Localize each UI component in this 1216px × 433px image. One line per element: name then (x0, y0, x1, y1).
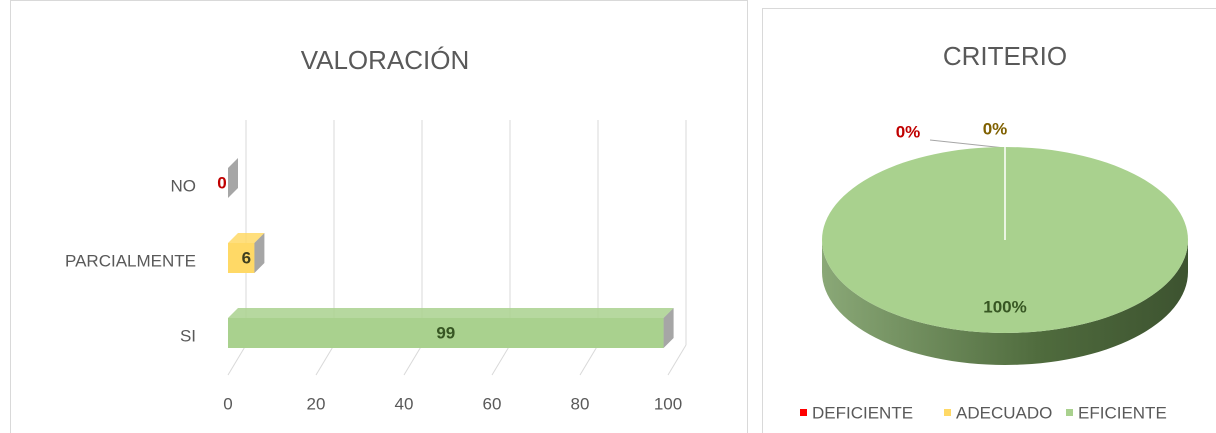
bar-face (254, 233, 265, 273)
x-tick-label: 60 (483, 394, 502, 413)
legend-marker (944, 409, 951, 416)
legend-label: EFICIENTE (1078, 403, 1167, 422)
chart-title: CRITERIO (943, 41, 1067, 71)
bar-panel (10, 0, 748, 433)
grid-floor-line (491, 344, 511, 376)
data-label: 99 (436, 323, 455, 342)
x-tick-label: 0 (223, 394, 232, 413)
bar (228, 233, 265, 273)
bar-face (228, 233, 265, 243)
legend-label: DEFICIENTE (812, 403, 913, 422)
x-tick-label: 100 (654, 394, 682, 413)
leader-line (929, 139, 1006, 149)
grid-floor-line (227, 344, 247, 376)
y-tick-label: SI (180, 326, 196, 345)
legend-marker (1066, 409, 1073, 416)
grid-floor-line (403, 344, 423, 376)
legend-label: ADECUADO (956, 403, 1052, 422)
data-label: 0% (983, 119, 1008, 138)
bar-face (228, 158, 238, 198)
bar-face (228, 243, 255, 273)
data-label: 0 (217, 173, 226, 192)
data-label: 0% (896, 122, 921, 141)
legend-marker (800, 409, 807, 416)
bar (228, 158, 238, 198)
grid-floor-line (579, 344, 599, 376)
data-label: 100% (983, 297, 1026, 316)
bar-face (228, 308, 674, 318)
x-tick-label: 20 (307, 394, 326, 413)
y-tick-label: NO (171, 176, 197, 195)
y-tick-label: PARCIALMENTE (65, 251, 196, 270)
chart-title: VALORACIÓN (301, 45, 470, 75)
x-tick-label: 40 (395, 394, 414, 413)
data-label: 6 (242, 248, 251, 267)
grid-floor-line (315, 344, 335, 376)
bar (228, 308, 674, 348)
x-tick-label: 80 (571, 394, 590, 413)
pie-side (822, 240, 1188, 365)
grid-floor-line (667, 344, 687, 376)
bar-face (228, 318, 664, 348)
bar-face (663, 308, 674, 348)
